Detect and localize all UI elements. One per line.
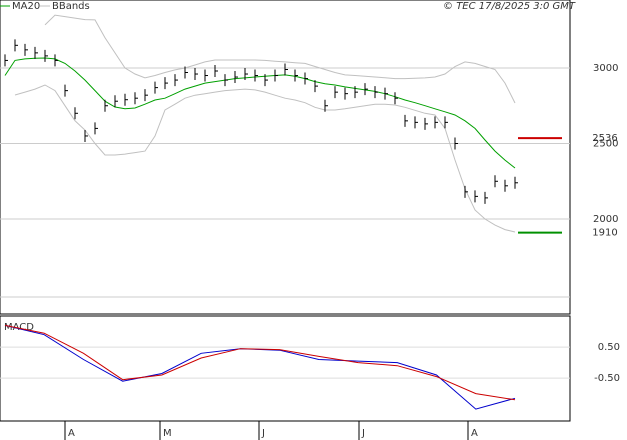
copyright: © TEC 17/8/2025 3:0 GMT (443, 1, 576, 12)
bband-line (44, 14, 516, 104)
y-tick-label: 3000 (593, 63, 618, 74)
x-tick-label: J (261, 428, 265, 439)
x-tick-label: M (163, 428, 172, 439)
legend-label: MA20 (12, 1, 40, 12)
y-tick-label: -0.50 (594, 373, 620, 384)
x-tick-label: J (361, 428, 365, 439)
x-tick-label: A (471, 428, 478, 439)
level-label: 2536 (592, 133, 617, 144)
bband-line (14, 84, 516, 233)
macd-title: MACD (4, 322, 34, 333)
y-tick-label: 2000 (593, 214, 618, 225)
legend-label: BBands (52, 1, 90, 12)
y-tick-label: 0.50 (598, 342, 620, 353)
macd-line (4, 324, 516, 401)
price-frame (0, 0, 571, 315)
ma-line (4, 57, 516, 169)
y-tick-label: 2500 (593, 139, 618, 150)
macd-frame (0, 315, 571, 422)
x-tick-label: A (68, 428, 75, 439)
level-label: 1910 (592, 228, 617, 239)
macd-line (4, 324, 516, 410)
